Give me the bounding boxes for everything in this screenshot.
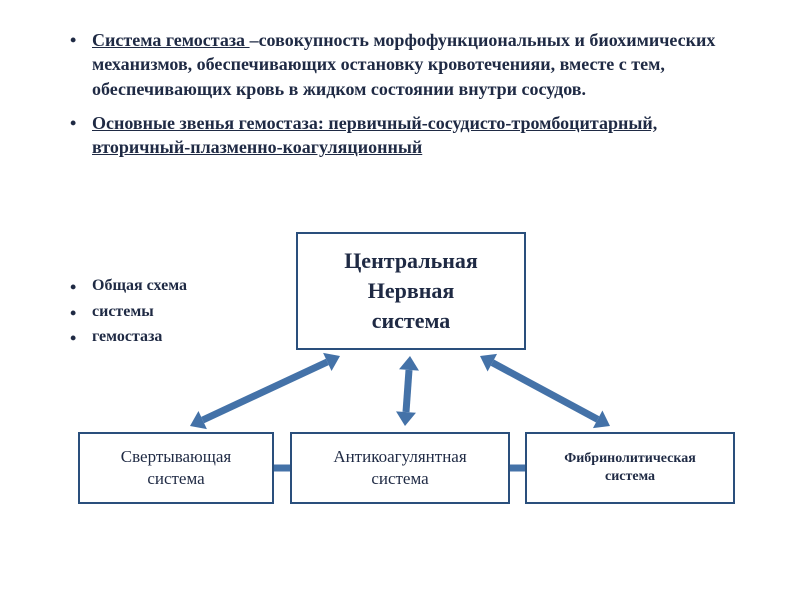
side-bullet-3: гемостаза [70, 326, 300, 348]
bullet-2: Основные звенья гемостаза: первичный-сос… [70, 111, 750, 160]
node-anti-line1: Антикоагулянтная [333, 447, 466, 466]
bullet-1-prefix: Система гемостаза [92, 30, 250, 50]
node-coag-line2: система [147, 469, 204, 488]
side-bullet-1: Общая схема [70, 275, 300, 297]
node-cns-line3: система [372, 308, 451, 333]
bullet-1: Система гемостаза –совокупность морфофун… [70, 28, 750, 101]
side-bullet-list: Общая схема системы гемостаза [70, 275, 300, 352]
node-fibrinolytic: Фибринолитическая система [525, 432, 735, 504]
side-bullet-2: системы [70, 301, 300, 323]
node-coagulation: Свертывающая система [78, 432, 274, 504]
node-fibr-line2: система [605, 469, 655, 484]
node-coag-line1: Свертывающая [121, 447, 231, 466]
node-cns-line2: Нервная [368, 278, 455, 303]
bullet-2-prefix: Основные звенья гемостаза: первичный-сос… [92, 113, 657, 157]
node-anticoagulant: Антикоагулянтная система [290, 432, 510, 504]
node-cns: Центральная Нервная система [296, 232, 526, 350]
main-bullet-list: Система гемостаза –совокупность морфофун… [70, 28, 750, 169]
node-fibr-line1: Фибринолитическая [564, 451, 696, 466]
node-cns-line1: Центральная [344, 248, 478, 273]
node-anti-line2: система [371, 469, 428, 488]
